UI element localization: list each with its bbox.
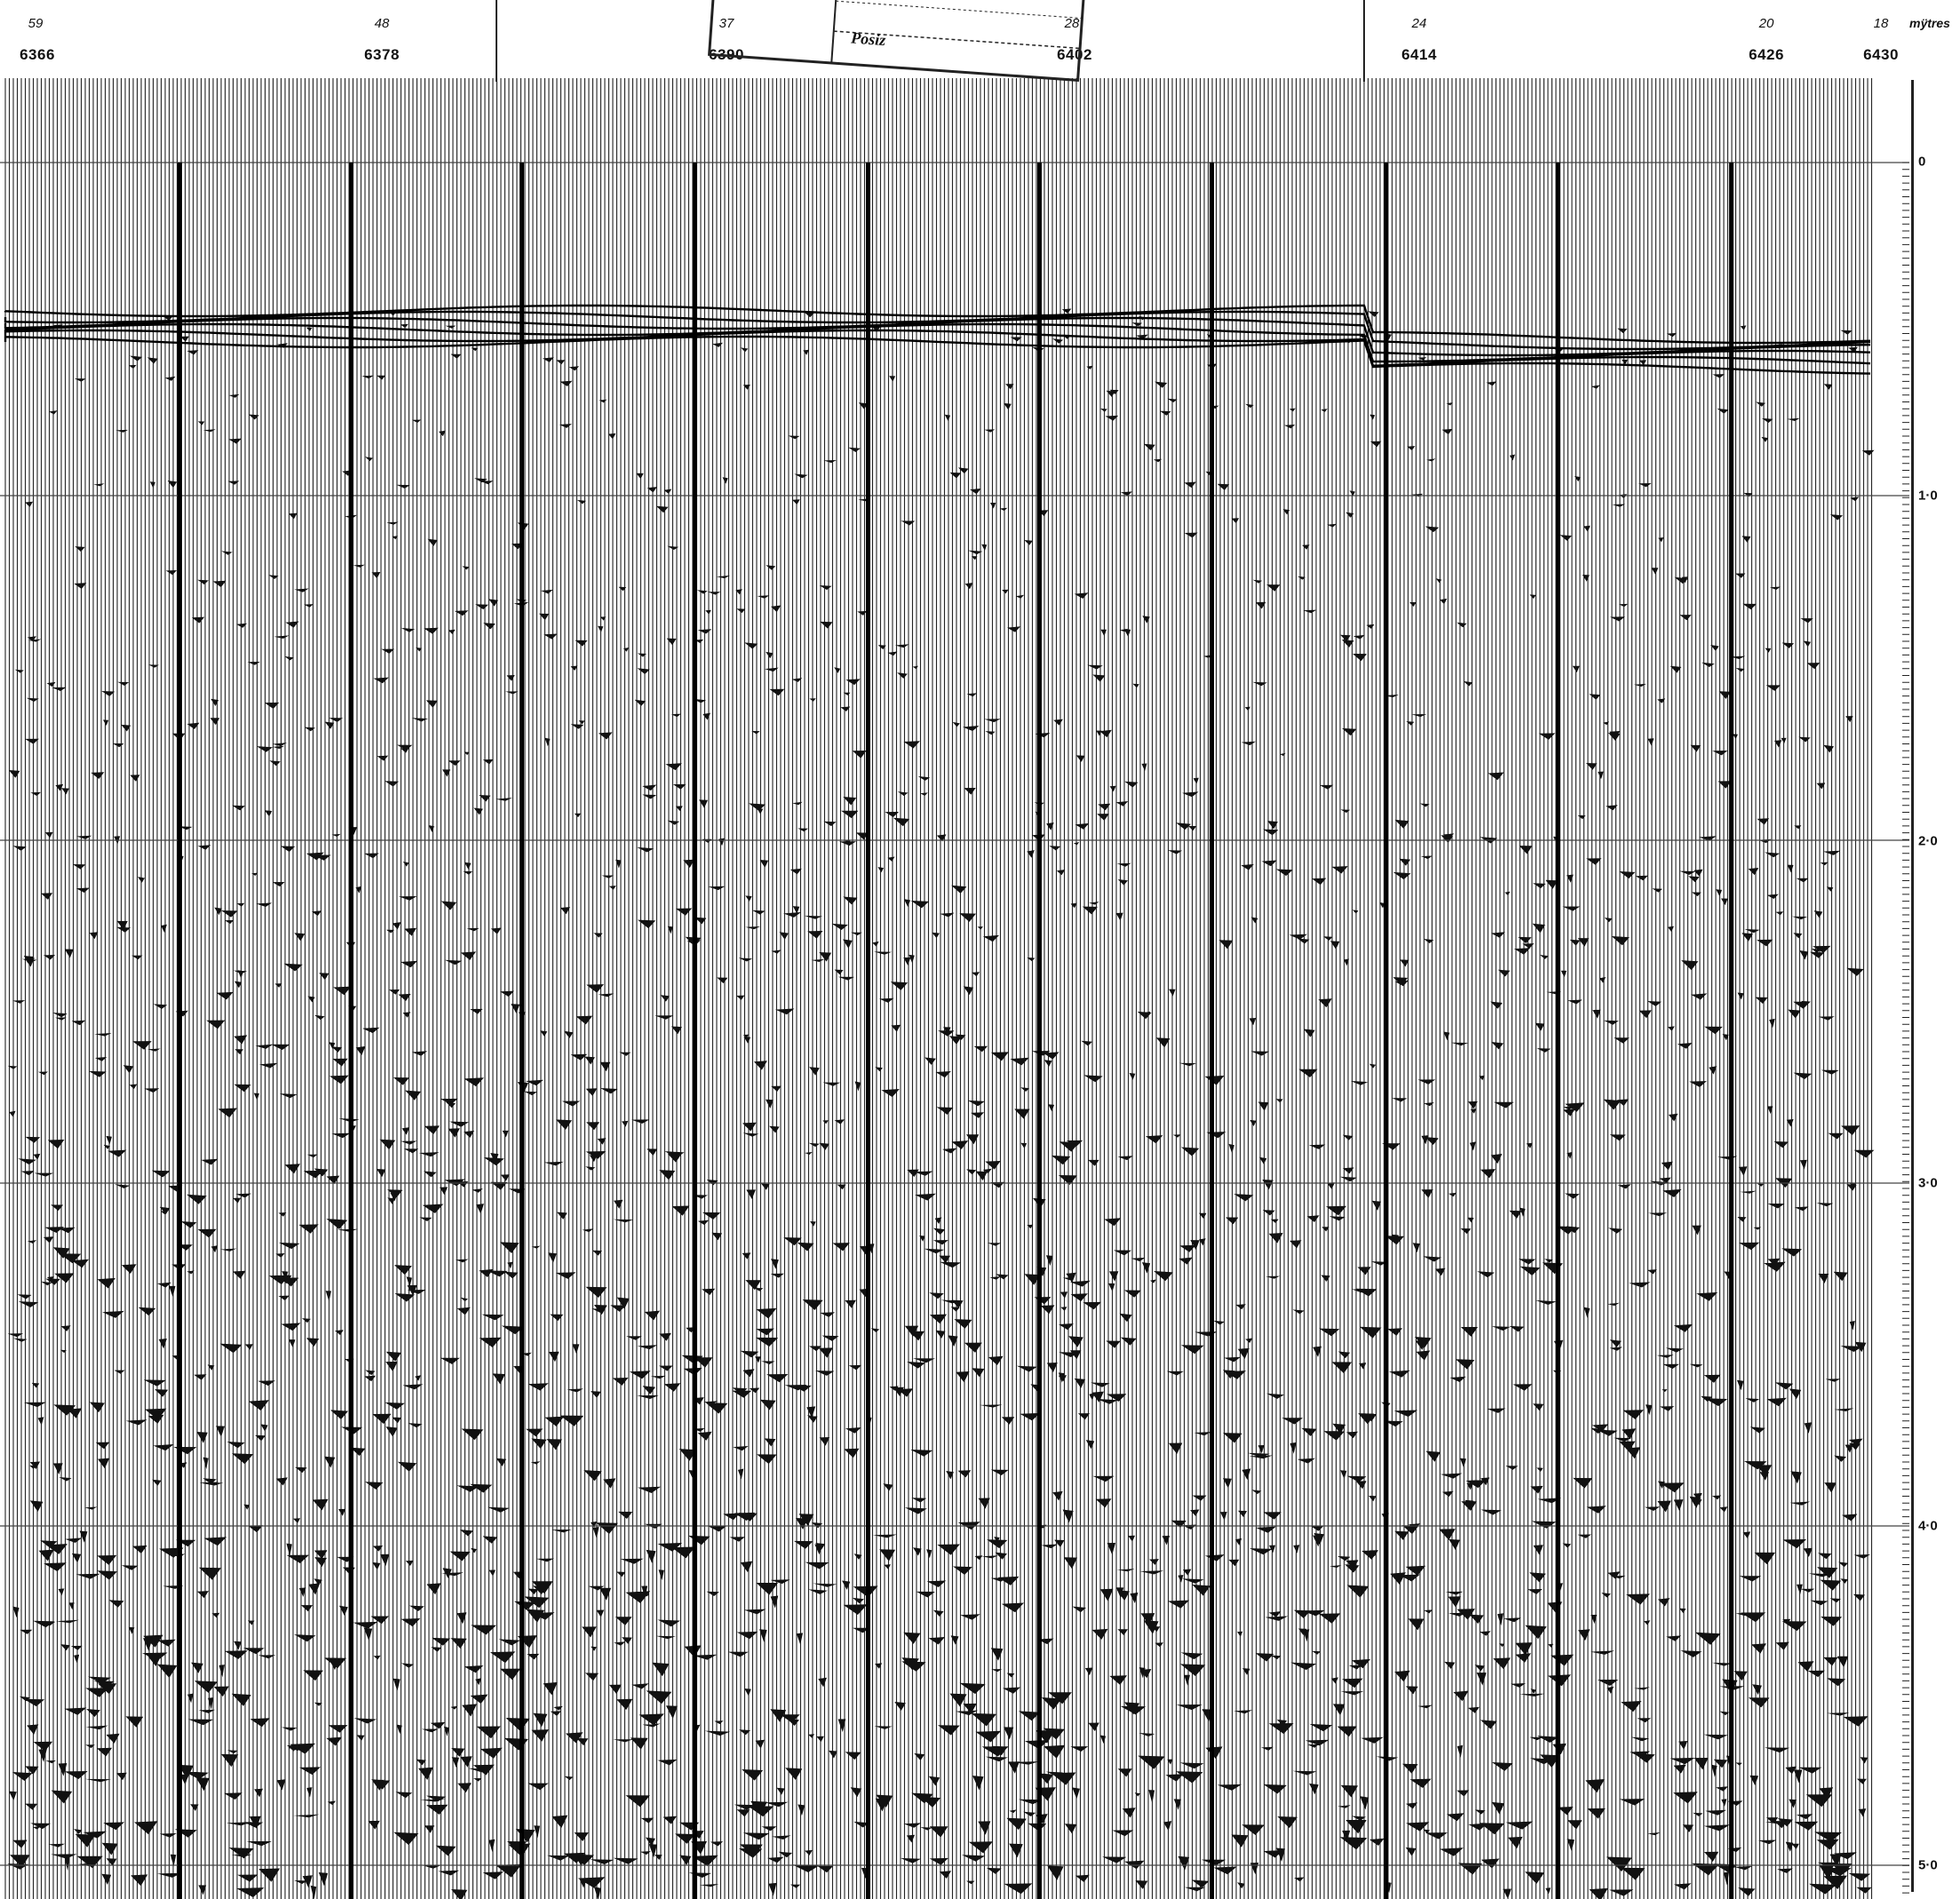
time-axis-label: 2·0 [1918,833,1938,849]
shot-point-label: 6402 [1057,46,1092,63]
time-axis-label: 0 [1918,154,1926,170]
archive-stamp: Posiz [707,0,1087,84]
shot-marker-trace [1037,163,1042,1899]
shot-marker-trace [349,163,353,1899]
shot-marker-traces [178,163,1734,1899]
line-number-label: 20 [1758,16,1774,31]
header-frame-line-left [496,0,497,82]
time-axis-label: 1·0 [1918,488,1938,504]
time-axis-line [1911,80,1914,1892]
line-number-label: 48 [374,16,390,31]
shot-marker-trace [1384,163,1388,1899]
trace-ticks [1902,162,1909,1894]
time-axis-label: 3·0 [1918,1175,1938,1191]
shot-point-label: 6430 [1863,46,1899,63]
header-frame-line-right [1363,0,1365,82]
timing-lines [0,162,1909,1866]
line-number-label: 24 [1411,16,1427,31]
shot-point-label: 6414 [1401,46,1437,63]
axis-tick [1902,162,1909,1894]
wiggle-fill [7,308,1875,1899]
shot-marker-trace [866,163,870,1899]
line-number-label: 28 [1064,16,1080,31]
line-number-label: 18 [1873,16,1889,31]
line-number-label: 59 [28,16,44,31]
seismic-section [0,78,1909,1899]
trace-line [4,78,1873,1899]
line-number-label: 37 [718,16,734,31]
shot-marker-trace [520,163,524,1899]
units-label: mÿtres [1909,16,1950,30]
seismic-traces [4,78,1875,1899]
section-header: 59 48 37 28 24 20 18 6366 6378 6390 6402… [0,0,1960,84]
time-axis-label: 4·0 [1918,1518,1938,1534]
shallow-reflectors [4,304,1871,375]
stamp-graphic [707,0,1087,82]
time-axis-label: 5·0 [1918,1857,1938,1873]
shot-point-label: 6378 [364,46,400,63]
shot-marker-trace [1556,163,1560,1899]
shot-point-label: 6426 [1749,46,1784,63]
shot-marker-trace [1210,163,1214,1899]
shot-point-label: 6366 [20,46,55,63]
shot-marker-trace [178,163,182,1899]
shot-marker-trace [693,163,697,1899]
shot-marker-trace [1729,163,1734,1899]
reflector-line [4,304,1871,375]
stamp-text: Posiz [850,28,886,50]
